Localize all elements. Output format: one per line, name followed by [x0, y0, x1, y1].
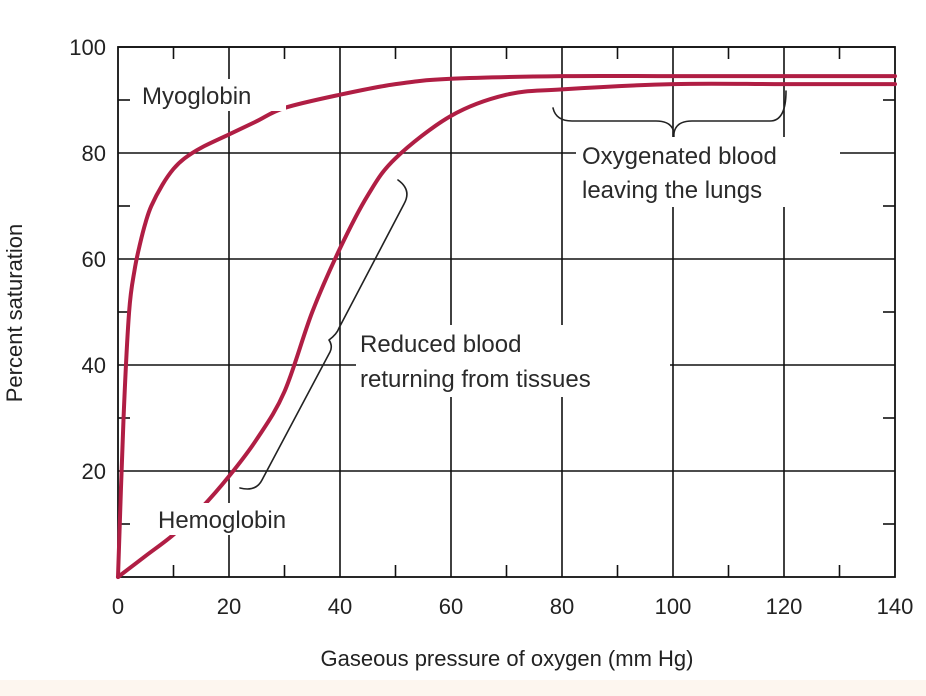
x-tick-label-100: 100 — [655, 594, 692, 619]
myoglobin-curve — [116, 73, 897, 579]
oxygenated-label-line2: leaving the lungs — [582, 177, 762, 204]
minor-ticks — [118, 47, 895, 577]
y-axis-title: Percent saturation — [2, 224, 27, 403]
x-tick-label-60: 60 — [439, 594, 463, 619]
grid — [118, 46, 895, 577]
reduced-label-line2: returning from tissues — [360, 366, 591, 393]
y-tick-label-80: 80 — [82, 141, 106, 166]
oxygenated-label-bg — [576, 137, 840, 207]
hemoglobin-label-bg — [156, 503, 328, 535]
bottom-border-strip — [0, 680, 926, 696]
reduced-label-line1: Reduced blood — [360, 331, 521, 358]
y-tick-label-100: 100 — [69, 35, 106, 60]
x-tick-label-40: 40 — [328, 594, 352, 619]
oxygenated-label-line1: Oxygenated blood — [582, 143, 777, 170]
x-tick-label-0: 0 — [112, 594, 124, 619]
oxygenated-blood-bracket — [552, 90, 787, 134]
x-tick-label-80: 80 — [550, 594, 574, 619]
y-tick-label-40: 40 — [82, 353, 106, 378]
y-tick-label-20: 20 — [82, 459, 106, 484]
x-tick-label-20: 20 — [217, 594, 241, 619]
y-tick-label-60: 60 — [82, 247, 106, 272]
myoglobin-label: Myoglobin — [142, 83, 251, 110]
myoglobin-label-bg — [138, 79, 286, 111]
x-axis-title: Gaseous pressure of oxygen (mm Hg) — [321, 646, 694, 671]
x-tick-label-120: 120 — [766, 594, 803, 619]
plot-frame — [117, 46, 896, 578]
hemoglobin-label: Hemoglobin — [158, 507, 286, 534]
reduced-blood-bracket — [239, 179, 408, 490]
x-tick-label-140: 140 — [877, 594, 914, 619]
tick-labels: 0 20 40 60 80 100 120 140 20 40 60 80 100 — [69, 35, 913, 619]
reduced-label-bg — [356, 325, 670, 397]
